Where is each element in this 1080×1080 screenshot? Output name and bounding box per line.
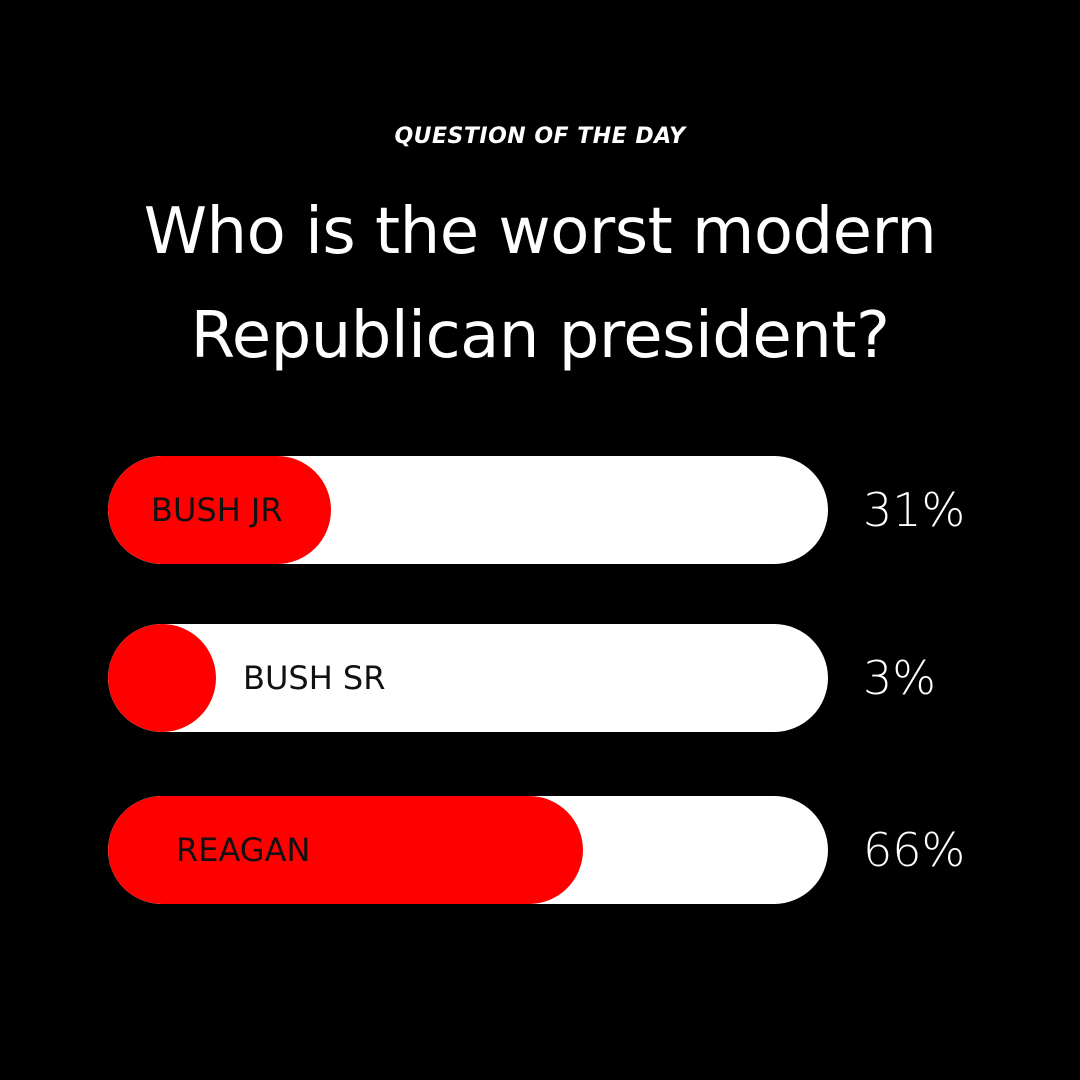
poll-option-track: BUSH JR [108,456,828,564]
poll-option-label: BUSH SR [243,659,386,697]
poll-option-track: REAGAN [108,796,828,904]
poll-option-bar [108,796,583,904]
poll-option-percent: 3% [863,651,936,705]
poll-question-line-2: Republican president? [190,299,890,373]
poll-option-label: REAGAN [176,831,311,869]
poll-option-percent: 31% [863,483,966,537]
poll-option-bar [108,456,331,564]
poll-option-percent: 66% [863,823,966,877]
poll-option-label: BUSH JR [151,491,283,529]
poll-option-track: BUSH SR [108,624,828,732]
poll-question: Who is the worst modern Republican presi… [0,180,1080,388]
poll-option-bar [108,624,216,732]
poll-question-line-1: Who is the worst modern [143,195,937,269]
kicker-label: QUESTION OF THE DAY [394,124,686,149]
